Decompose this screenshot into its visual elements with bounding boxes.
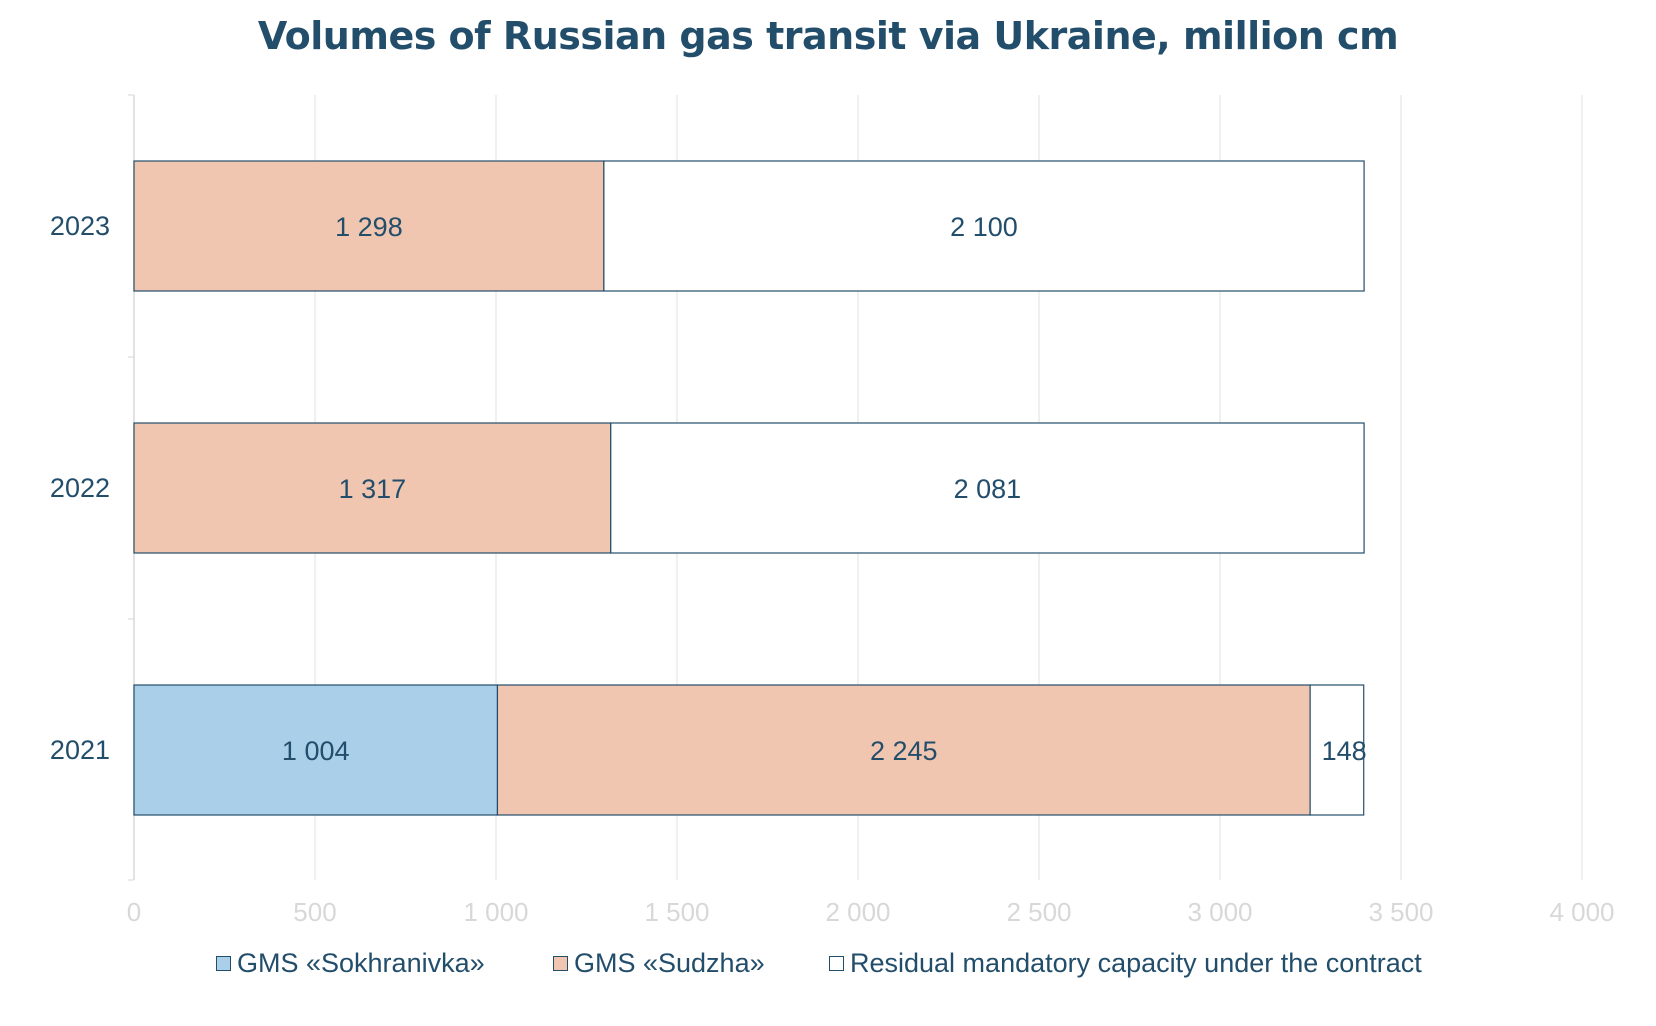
x-tick-label-0: 0 <box>127 897 141 927</box>
bar-2022-series-1 <box>133 422 612 554</box>
x-tick-label-2000: 2 000 <box>825 897 890 927</box>
legend-item-residual: Residual mandatory capacity under the co… <box>829 948 1422 979</box>
bar-2023-series-1 <box>133 160 605 292</box>
chart-legend: GMS «Sokhranivka» GMS «Sudzha» Residual … <box>0 948 1656 988</box>
legend-label-residual: Residual mandatory capacity under the co… <box>850 948 1422 978</box>
legend-swatch-sokhranivka <box>216 956 231 971</box>
x-tick-label-1000: 1 000 <box>463 897 528 927</box>
data-label-2021-series-0: 1 004 <box>282 736 350 766</box>
legend-swatch-residual <box>829 956 844 971</box>
bar-2023-series-2 <box>603 160 1365 292</box>
category-label-2022: 2022 <box>50 473 110 503</box>
data-label-2022-series-2: 2 081 <box>954 474 1022 504</box>
x-tick-label-3500: 3 500 <box>1368 897 1433 927</box>
data-label-2023-series-1: 1 298 <box>335 212 403 242</box>
category-label-2023: 2023 <box>50 211 110 241</box>
data-label-2021-series-1: 2 245 <box>870 736 938 766</box>
x-tick-label-3000: 3 000 <box>1187 897 1252 927</box>
data-label-2021-series-2: 148 <box>1322 736 1367 766</box>
bar-2021-series-0 <box>133 684 499 816</box>
bar-2022-series-2 <box>610 422 1365 554</box>
data-label-2022-series-1: 1 317 <box>339 474 407 504</box>
x-tick-label-1500: 1 500 <box>644 897 709 927</box>
x-tick-label-4000: 4 000 <box>1549 897 1614 927</box>
x-tick-label-2500: 2 500 <box>1006 897 1071 927</box>
bar-2021-series-1 <box>496 684 1311 816</box>
data-label-2023-series-2: 2 100 <box>950 212 1018 242</box>
category-label-2021: 2021 <box>50 735 110 765</box>
legend-swatch-sudzha <box>553 956 568 971</box>
bar-2021-series-2 <box>1309 684 1365 816</box>
legend-item-sudzha: GMS «Sudzha» <box>553 948 765 979</box>
chart-title: Volumes of Russian gas transit via Ukrai… <box>257 14 1399 58</box>
legend-label-sudzha: GMS «Sudzha» <box>574 948 765 978</box>
x-tick-label-500: 500 <box>293 897 336 927</box>
legend-label-sokhranivka: GMS «Sokhranivka» <box>237 948 485 978</box>
legend-item-sokhranivka: GMS «Sokhranivka» <box>216 948 485 979</box>
